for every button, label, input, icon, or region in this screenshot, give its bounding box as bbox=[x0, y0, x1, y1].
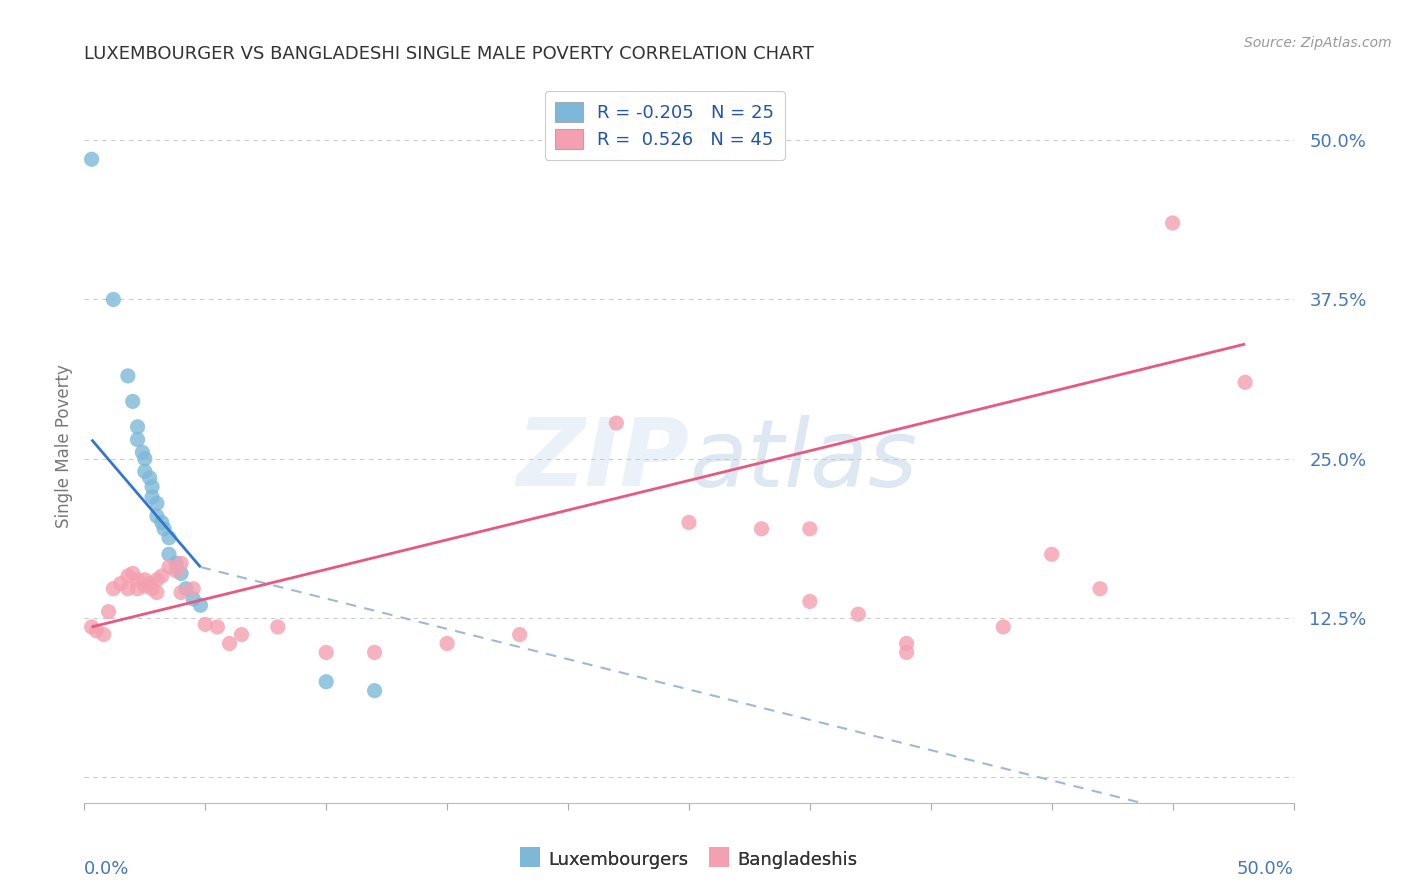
Point bbox=[127, 420, 149, 434]
Text: atlas: atlas bbox=[689, 415, 917, 506]
Point bbox=[134, 579, 156, 593]
Point bbox=[170, 585, 193, 599]
Point bbox=[1088, 582, 1111, 596]
Point bbox=[751, 522, 773, 536]
Point bbox=[141, 480, 163, 494]
Point bbox=[194, 617, 217, 632]
Text: Source: ZipAtlas.com: Source: ZipAtlas.com bbox=[1244, 36, 1392, 50]
Point bbox=[207, 620, 229, 634]
Point bbox=[190, 599, 212, 613]
Point bbox=[93, 627, 115, 641]
Point bbox=[1234, 376, 1257, 390]
Point bbox=[103, 293, 125, 307]
Point bbox=[127, 433, 149, 447]
Point bbox=[896, 636, 918, 650]
Point bbox=[80, 620, 103, 634]
Point bbox=[157, 560, 180, 574]
Y-axis label: Single Male Poverty: Single Male Poverty bbox=[55, 364, 73, 528]
Point bbox=[363, 683, 385, 698]
Point bbox=[231, 627, 253, 641]
Point bbox=[150, 516, 173, 530]
Point bbox=[86, 624, 108, 638]
Point bbox=[509, 627, 531, 641]
Point bbox=[363, 645, 385, 659]
Point bbox=[799, 522, 821, 536]
Point bbox=[315, 645, 337, 659]
Text: ZIP: ZIP bbox=[516, 414, 689, 507]
Point bbox=[117, 582, 139, 596]
Legend: Luxembourgers, Bangladeshis: Luxembourgers, Bangladeshis bbox=[513, 843, 865, 876]
Point bbox=[678, 516, 700, 530]
Point bbox=[127, 582, 149, 596]
Point bbox=[138, 471, 160, 485]
Point bbox=[121, 566, 143, 581]
Point bbox=[267, 620, 290, 634]
Point bbox=[97, 605, 120, 619]
Point bbox=[153, 522, 176, 536]
Point bbox=[165, 556, 187, 570]
Point bbox=[146, 573, 169, 587]
Text: 0.0%: 0.0% bbox=[84, 860, 129, 878]
Point bbox=[315, 674, 337, 689]
Point bbox=[181, 582, 204, 596]
Point bbox=[174, 582, 197, 596]
Point bbox=[127, 573, 149, 587]
Point bbox=[170, 566, 193, 581]
Point bbox=[181, 591, 204, 606]
Point bbox=[110, 576, 132, 591]
Point bbox=[165, 564, 187, 578]
Text: LUXEMBOURGER VS BANGLADESHI SINGLE MALE POVERTY CORRELATION CHART: LUXEMBOURGER VS BANGLADESHI SINGLE MALE … bbox=[84, 45, 814, 62]
Point bbox=[846, 607, 869, 622]
Point bbox=[157, 531, 180, 545]
Point bbox=[146, 496, 169, 510]
Point bbox=[150, 569, 173, 583]
Point bbox=[170, 556, 193, 570]
Point bbox=[117, 368, 139, 383]
Point bbox=[80, 153, 103, 167]
Point bbox=[117, 569, 139, 583]
Point bbox=[1040, 547, 1063, 561]
Text: 50.0%: 50.0% bbox=[1237, 860, 1294, 878]
Point bbox=[146, 585, 169, 599]
Point bbox=[1161, 216, 1184, 230]
Point bbox=[131, 445, 153, 459]
Point bbox=[896, 645, 918, 659]
Point bbox=[157, 547, 180, 561]
Point bbox=[121, 394, 143, 409]
Point bbox=[993, 620, 1015, 634]
Point bbox=[103, 582, 125, 596]
Point bbox=[138, 576, 160, 591]
Point bbox=[141, 582, 163, 596]
Point bbox=[605, 416, 627, 430]
Point bbox=[799, 594, 821, 608]
Point bbox=[218, 636, 240, 650]
Point bbox=[134, 451, 156, 466]
Point bbox=[146, 509, 169, 524]
Point bbox=[134, 573, 156, 587]
Point bbox=[134, 465, 156, 479]
Point bbox=[436, 636, 458, 650]
Point bbox=[141, 490, 163, 504]
